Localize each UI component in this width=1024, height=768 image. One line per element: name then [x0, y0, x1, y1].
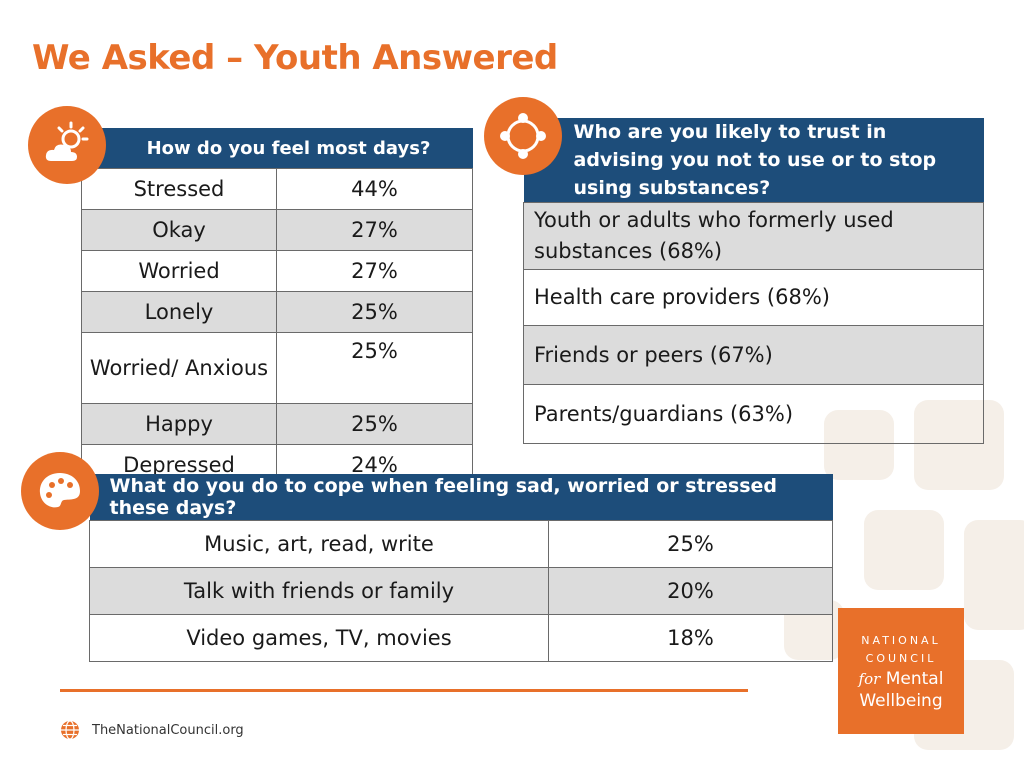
- cope-table-header: What do you do to cope when feeling sad,…: [89, 474, 833, 521]
- table-row: Talk with friends or family 20%: [89, 567, 833, 615]
- logo-line-3: Mental: [885, 669, 944, 689]
- national-council-logo: NATIONAL COUNCIL for Mental Wellbeing: [838, 608, 964, 734]
- feel-label: Okay: [81, 209, 277, 251]
- cope-value: 20%: [548, 567, 833, 615]
- logo-line-2: COUNCIL: [865, 652, 937, 665]
- feel-table-header: How do you feel most days?: [81, 128, 473, 169]
- feel-label: Lonely: [81, 291, 277, 333]
- cope-table: What do you do to cope when feeling sad,…: [89, 474, 833, 662]
- feel-table: How do you feel most days? Stressed 44% …: [81, 128, 473, 486]
- feel-value: 25%: [276, 291, 473, 333]
- feel-label: Happy: [81, 403, 277, 445]
- table-row: Friends or peers (67%): [523, 325, 984, 385]
- page-title: We Asked – Youth Answered: [32, 38, 558, 78]
- footer-divider: [60, 689, 748, 692]
- feel-value: 44%: [276, 168, 473, 210]
- trust-table: Who are you likely to trust in advising …: [523, 118, 984, 444]
- trust-item: Friends or peers (67%): [523, 325, 984, 385]
- feel-label: Stressed: [81, 168, 277, 210]
- feel-value: 27%: [276, 250, 473, 292]
- table-row: Worried/ Anxious 25%: [81, 332, 473, 404]
- feel-value: 25%: [276, 403, 473, 445]
- cope-label: Talk with friends or family: [89, 567, 549, 615]
- logo-for: for: [858, 670, 881, 688]
- palette-icon: [21, 452, 99, 530]
- network-circle-icon: [484, 97, 562, 175]
- logo-line-1: NATIONAL: [861, 634, 941, 647]
- feel-value: 27%: [276, 209, 473, 251]
- feel-label: Worried: [81, 250, 277, 292]
- logo-line-4: Wellbeing: [859, 691, 943, 711]
- table-row: Lonely 25%: [81, 291, 473, 333]
- table-row: Okay 27%: [81, 209, 473, 251]
- table-row: Video games, TV, movies 18%: [89, 614, 833, 662]
- footer: TheNationalCouncil.org: [60, 720, 244, 740]
- trust-table-header: Who are you likely to trust in advising …: [523, 118, 984, 203]
- table-row: Youth or adults who formerly used substa…: [523, 202, 984, 270]
- sun-cloud-icon: [28, 106, 106, 184]
- table-row: Worried 27%: [81, 250, 473, 292]
- cope-label: Video games, TV, movies: [89, 614, 549, 662]
- cope-value: 25%: [548, 520, 833, 568]
- table-row: Parents/guardians (63%): [523, 384, 984, 444]
- trust-item: Health care providers (68%): [523, 269, 984, 326]
- footer-url[interactable]: TheNationalCouncil.org: [92, 722, 244, 738]
- feel-label: Worried/ Anxious: [81, 332, 277, 404]
- cope-label: Music, art, read, write: [89, 520, 549, 568]
- table-row: Health care providers (68%): [523, 269, 984, 326]
- table-row: Stressed 44%: [81, 168, 473, 210]
- table-row: Music, art, read, write 25%: [89, 520, 833, 568]
- table-row: Happy 25%: [81, 403, 473, 445]
- globe-icon: [61, 720, 79, 740]
- trust-item: Youth or adults who formerly used substa…: [523, 202, 984, 270]
- cope-value: 18%: [548, 614, 833, 662]
- trust-item: Parents/guardians (63%): [523, 384, 984, 444]
- feel-value: 25%: [276, 332, 473, 404]
